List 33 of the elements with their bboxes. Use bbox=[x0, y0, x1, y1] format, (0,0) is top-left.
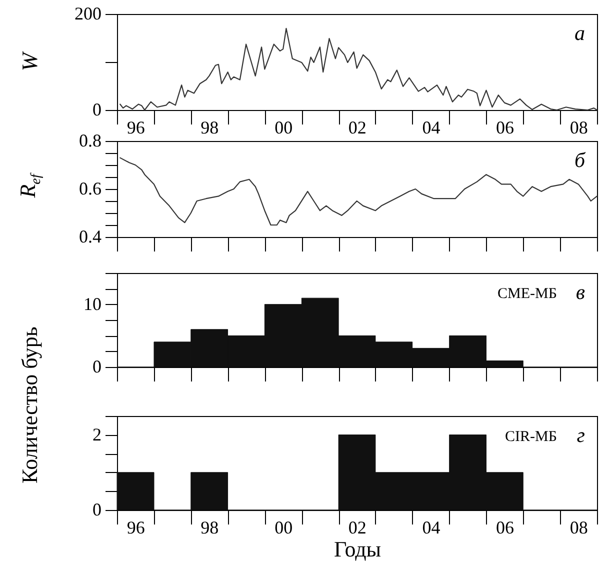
y-axis-title: Количество бурь bbox=[17, 326, 43, 484]
x-tick-label: 08 bbox=[570, 518, 588, 538]
x-tick-label: 04 bbox=[422, 518, 440, 538]
x-tick-label: 06 bbox=[496, 518, 514, 538]
x-tick-label: 96 bbox=[126, 118, 145, 138]
x-tick-label: 00 bbox=[274, 118, 293, 138]
x-tick-label: 02 bbox=[348, 118, 366, 138]
y-tick-label: 200 bbox=[74, 4, 102, 24]
y-tick-label: 0 bbox=[92, 356, 102, 376]
y-tick-label: 2 bbox=[92, 424, 102, 444]
annotation: а bbox=[574, 21, 585, 45]
x-tick-label: 08 bbox=[570, 118, 588, 138]
annotation: б bbox=[574, 148, 586, 172]
y-tick-label: 0 bbox=[92, 100, 102, 120]
y-axis-title: W bbox=[17, 52, 43, 72]
line-series bbox=[120, 28, 598, 111]
y-tick-label: 0 bbox=[92, 500, 102, 520]
annotation: CME-МБ bbox=[498, 286, 557, 302]
annotation: г bbox=[576, 423, 585, 447]
x-axis-title: Годы bbox=[334, 536, 382, 562]
x-tick-label: 96 bbox=[126, 518, 145, 538]
y-tick-label: 0.8 bbox=[79, 130, 102, 150]
annotation: в bbox=[576, 280, 585, 304]
x-tick-label: 98 bbox=[200, 118, 219, 138]
annotation: CIR-МБ bbox=[505, 429, 557, 445]
x-tick-label: 06 bbox=[496, 118, 514, 138]
x-tick-label: 04 bbox=[422, 118, 440, 138]
y-tick-label: 10 bbox=[84, 294, 102, 314]
x-tick-label: 98 bbox=[200, 518, 219, 538]
x-tick-label: 00 bbox=[274, 518, 293, 538]
y-tick-label: 0.6 bbox=[79, 178, 102, 198]
x-tick-label: 02 bbox=[348, 518, 366, 538]
y-tick-label: 0.4 bbox=[79, 226, 102, 246]
